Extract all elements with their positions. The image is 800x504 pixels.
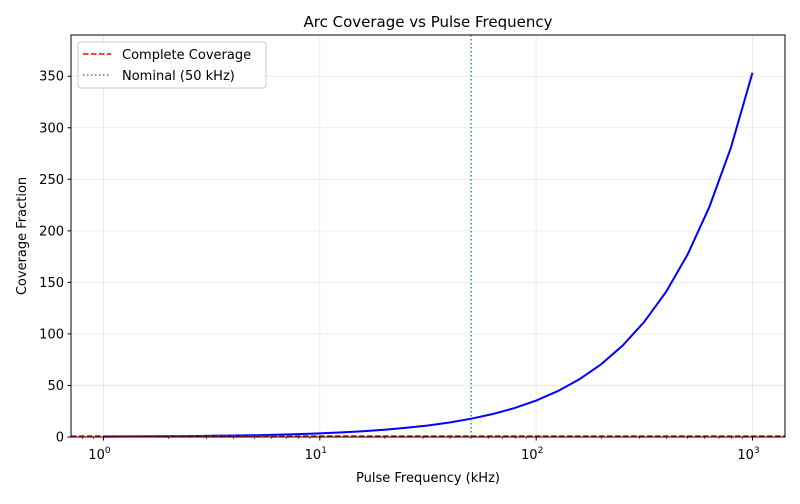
plot-area — [71, 35, 785, 438]
x-tick-label: 101 — [305, 446, 327, 463]
x-axis-label: Pulse Frequency (kHz) — [356, 471, 500, 486]
legend: Complete Coverage Nominal (50 kHz) — [77, 41, 267, 89]
y-tick-label: 50 — [47, 379, 64, 394]
y-tick-label: 150 — [39, 276, 64, 291]
legend-label-nominal: Nominal (50 kHz) — [122, 69, 235, 84]
y-tick-label: 200 — [39, 224, 64, 239]
series-line — [103, 72, 754, 438]
x-tick-label: 100 — [88, 446, 111, 463]
y-tick-label: 250 — [39, 173, 64, 188]
legend-box — [77, 41, 267, 89]
legend-label-complete-coverage: Complete Coverage — [122, 48, 251, 63]
y-tick-label: 0 — [56, 431, 64, 446]
grid — [71, 35, 785, 438]
x-tick-label: 102 — [521, 446, 543, 463]
y-axis-label: Coverage Fraction — [15, 177, 30, 295]
ticks: 0 50 100 150 200 250 300 350 100 101 102 103 — [39, 70, 759, 463]
y-tick-label: 350 — [39, 70, 64, 85]
chart-title: Arc Coverage vs Pulse Frequency — [304, 13, 553, 31]
y-tick-label: 300 — [39, 121, 64, 136]
axes-frame — [70, 34, 786, 438]
y-tick-label: 100 — [39, 327, 64, 342]
x-tick-label: 103 — [737, 446, 759, 463]
